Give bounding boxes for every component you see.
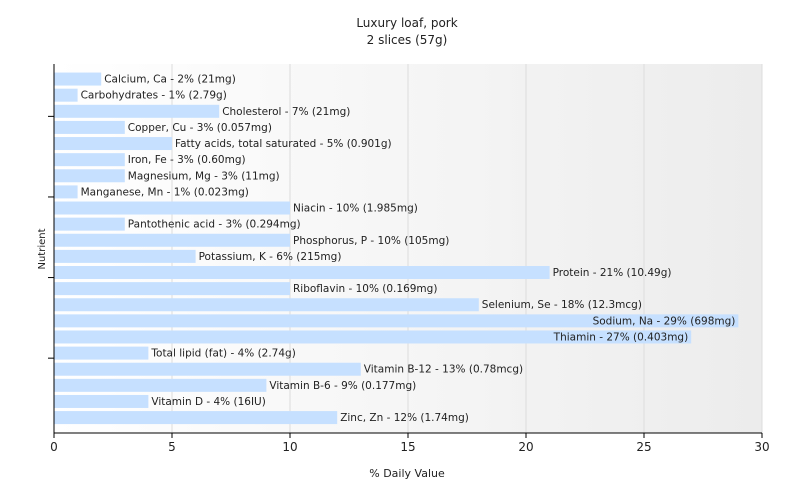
y-axis-label: Nutrient [37,228,48,269]
bar-label: Vitamin B-6 - 9% (0.177mg) [269,380,416,392]
bar-label: Protein - 21% (10.49g) [553,267,672,279]
bar [54,282,290,296]
x-tick-label: 20 [518,440,533,454]
bar [54,185,78,199]
bar [54,362,361,376]
bar [54,217,125,231]
bar [54,298,479,312]
gridlines [171,64,763,433]
bar-label: Niacin - 10% (1.985mg) [293,203,418,215]
bar-label: Vitamin D - 4% (16IU) [151,396,265,408]
bar-label: Phosphorus, P - 10% (105mg) [293,235,449,247]
bar-label: Copper, Cu - 3% (0.057mg) [128,122,272,134]
bar-label: Thiamin - 27% (0.403mg) [553,331,689,343]
bars: Calcium, Ca - 2% (21mg) Carbohydrates - 1… [54,72,739,425]
bar [54,88,78,102]
bar-label: Manganese, Mn - 1% (0.023mg) [81,186,249,198]
bar [54,153,125,167]
axes: 0 5 10 15 20 25 30 [48,64,770,454]
x-tick-label: 10 [282,440,297,454]
bar [54,378,267,392]
bar-label: Potassium, K - 6% (215mg) [199,251,342,263]
bar [54,411,338,425]
bar [54,394,149,408]
bar-label: Iron, Fe - 3% (0.60mg) [128,154,246,166]
bar [54,233,290,247]
bar [54,169,125,183]
bar [54,314,739,328]
bar-label: Zinc, Zn - 12% (1.74mg) [340,412,469,424]
x-tick-label: 5 [168,440,176,454]
x-tick-label: 25 [636,440,651,454]
chart-subtitle: 2 slices (57g) [367,33,448,47]
x-tick-label: 0 [50,440,58,454]
bar-label: Cholesterol - 7% (21mg) [222,106,350,118]
bar-label: Total lipid (fat) - 4% (2.74g) [150,348,295,360]
bar [54,249,196,263]
bar [54,137,172,151]
x-axis-label: % Daily Value [369,467,445,480]
bar-label: Calcium, Ca - 2% (21mg) [104,74,236,86]
bar [54,266,550,279]
bar-label: Magnesium, Mg - 3% (11mg) [128,170,280,182]
bar [54,120,125,134]
bar [54,201,290,215]
bar [54,330,692,344]
bar-label: Fatty acids, total saturated - 5% (0.901… [175,138,392,150]
bar-label: Vitamin B-12 - 13% (0.78mcg) [364,364,523,376]
bar-label: Carbohydrates - 1% (2.79g) [81,90,227,102]
bar-label: Riboflavin - 10% (0.169mg) [293,283,437,295]
x-tick-label: 15 [400,440,415,454]
x-tick-label: 30 [754,440,769,454]
bar-label: Selenium, Se - 18% (12.3mcg) [482,299,642,311]
bar [54,72,102,86]
chart-title: Luxury loaf, pork [356,16,457,30]
bar-label: Sodium, Na - 29% (698mg) [593,315,736,327]
bar [54,346,149,360]
bar-label: Pantothenic acid - 3% (0.294mg) [128,219,301,231]
bar [54,104,220,118]
